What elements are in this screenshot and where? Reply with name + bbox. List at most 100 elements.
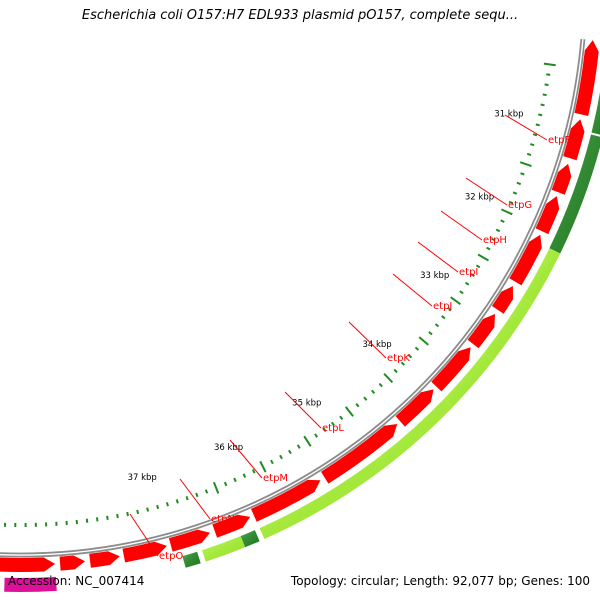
gene-label: etpH [483, 235, 507, 246]
scale-tick [233, 477, 237, 483]
scale-tick [165, 502, 169, 507]
gc-band-shade [443, 352, 494, 408]
gene-label-leader [392, 273, 433, 307]
scale-label: 33 kbp [420, 271, 449, 281]
scale-tick [185, 495, 189, 501]
scale-tick [535, 123, 540, 127]
scale-tick [116, 513, 119, 519]
gene-arrow [574, 40, 599, 116]
accession-text: Accession: NC_007414 [8, 574, 145, 588]
scale-label: 32 kbp [465, 192, 494, 202]
scale-tick [447, 306, 452, 312]
scale-tick [339, 415, 344, 420]
scale-tick [519, 161, 532, 168]
scale-tick [251, 469, 256, 474]
gene-label: etpG [508, 200, 532, 211]
scale-tick [95, 517, 99, 522]
scale-label: 31 kbp [494, 109, 523, 119]
scale-tick [383, 373, 394, 384]
gene-label-leader [284, 391, 322, 429]
gc-band-shade [259, 460, 382, 539]
gene-arrow [431, 347, 471, 392]
map-title: Escherichia coli O157:H7 EDL933 plasmid … [81, 8, 519, 23]
scale-tick [344, 406, 354, 417]
scale-tick [400, 361, 405, 366]
scale-tick [532, 133, 538, 137]
gc-band-shade [549, 134, 600, 254]
scale-tick [486, 246, 491, 251]
gene-label: etpI [459, 267, 478, 278]
gene-arrow [122, 541, 167, 563]
scale-label: 35 kbp [292, 399, 321, 409]
scale-tick [371, 389, 376, 395]
scale-tick [355, 402, 360, 408]
gene-arrow [563, 119, 585, 161]
scale-tick [491, 237, 496, 242]
gene-arrow [59, 555, 86, 571]
gene-label: etpM [263, 473, 288, 484]
gene-label: etpK [387, 353, 410, 364]
gene-arrow [551, 163, 572, 195]
scale-tick [538, 113, 543, 117]
gc-band-shade [484, 297, 533, 360]
scale-tick [526, 152, 532, 157]
scale-tick [464, 281, 470, 286]
scale-tick [544, 83, 549, 87]
gene-arrow [509, 234, 542, 286]
scale-tick [146, 507, 150, 512]
scale-tick [322, 427, 327, 433]
scale-tick [270, 459, 274, 465]
gene-label-leader [417, 241, 459, 273]
gene-arrow [89, 551, 120, 568]
scale-tick [543, 62, 556, 67]
scale-tick [212, 481, 220, 494]
scale-tick [470, 273, 475, 278]
scale-tick [450, 296, 461, 306]
scale-tick [520, 172, 525, 176]
topology-summary: Topology: circular; Length: 92,077 bp; G… [290, 574, 590, 588]
gene-label-leader [504, 114, 548, 141]
scale-tick [126, 511, 129, 517]
scale-tick [175, 499, 179, 504]
scale-tick [546, 73, 551, 76]
backbone-ring [0, 38, 586, 558]
scale-tick [540, 103, 545, 107]
scale-tick [75, 519, 79, 525]
scale-tick [279, 454, 283, 460]
reverse-gene-feature [4, 576, 57, 593]
scale-tick [195, 492, 199, 498]
gene-label: etpO [159, 551, 183, 562]
gc-band-shade [182, 551, 201, 568]
scale-tick [288, 449, 292, 455]
gene-arrow [535, 196, 560, 235]
scale-tick [418, 336, 429, 346]
scale-label: 34 kbp [362, 340, 391, 350]
scale-tick [303, 435, 312, 447]
scale-tick [508, 200, 514, 205]
gene-arrow [395, 389, 434, 427]
scale-tick [378, 382, 383, 388]
gene-label-leader [465, 177, 508, 206]
scale-tick [500, 208, 513, 216]
scale-tick [459, 290, 464, 295]
gene-label-leader [229, 439, 263, 479]
gc-band-shade [202, 536, 246, 562]
backbone-arc-highlight [0, 39, 584, 556]
scale-tick [512, 191, 518, 195]
gene-label: etpL [322, 423, 344, 434]
scale-tick [542, 93, 547, 97]
gc-content-track [182, 92, 600, 568]
scale-tick [477, 253, 489, 262]
gene-labels: etpF etpG etpH etpI etpJ etpK etpL etpM etpN etpO [129, 114, 570, 562]
scale-ticks [4, 62, 556, 527]
gene-arrow [212, 514, 251, 538]
scale-tick [296, 444, 301, 449]
scale-tick [434, 323, 440, 328]
scale-tick [530, 143, 535, 147]
gene-arrow [492, 286, 513, 314]
gene-features [0, 40, 599, 593]
scale-tick [314, 433, 319, 438]
scale-labels: 31 kbp 32 kbp 33 kbp 34 kbp 35 kbp 36 kbp 37 k… [128, 109, 524, 483]
